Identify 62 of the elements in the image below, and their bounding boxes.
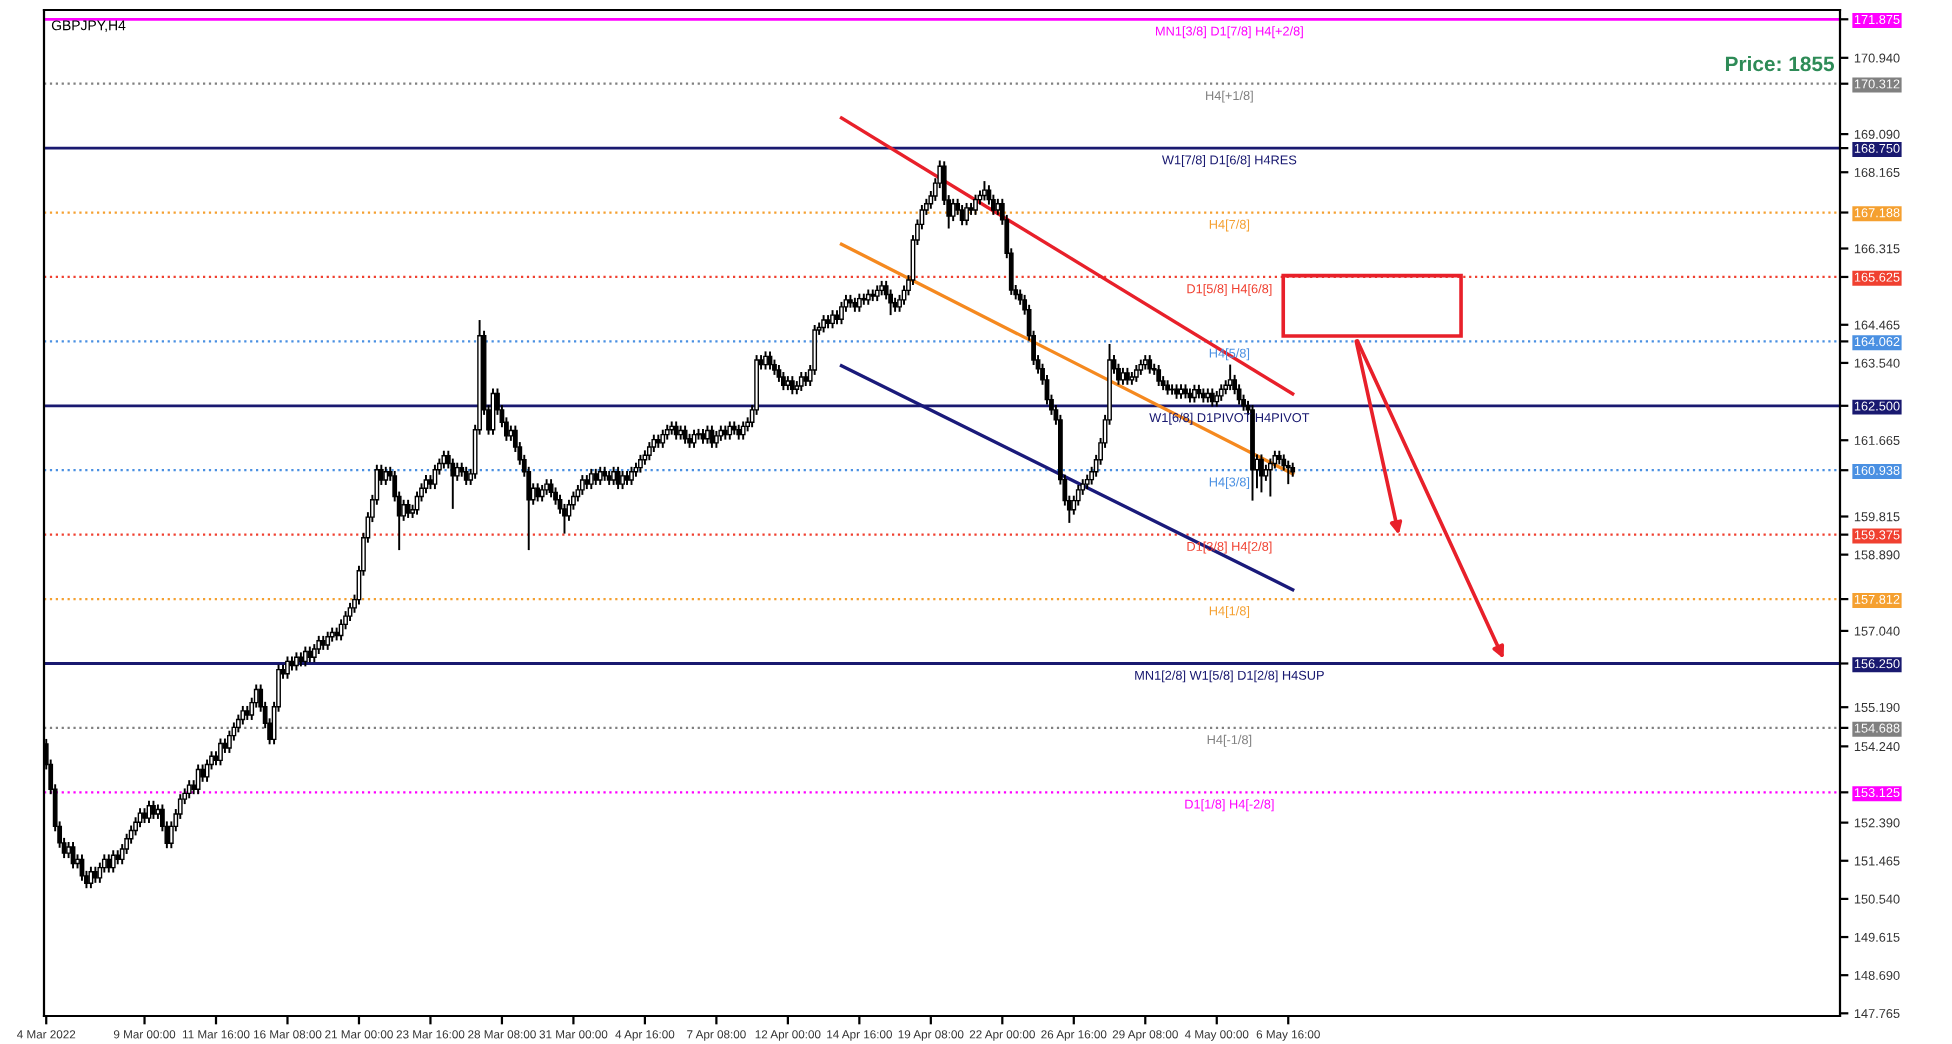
candlestick [1267, 457, 1273, 498]
candlestick [660, 428, 666, 449]
candlestick [227, 729, 232, 754]
annotation: Price: 1855 [1725, 55, 1835, 72]
candlestick [562, 502, 567, 535]
candlestick [311, 643, 317, 664]
candlestick [106, 853, 112, 874]
candlestick [691, 428, 697, 449]
candlestick [740, 420, 746, 441]
candlestick [195, 763, 201, 796]
candlestick [186, 779, 192, 800]
candlestick [1227, 363, 1233, 392]
candlestick [646, 441, 652, 462]
candlestick [151, 799, 156, 820]
candlestick [830, 309, 835, 330]
candlestick [240, 704, 246, 726]
candlestick [218, 737, 223, 767]
candlestick [110, 849, 116, 874]
candlestick [133, 816, 138, 837]
candlestick [1156, 364, 1162, 387]
candlestick [950, 197, 956, 223]
candlestick [535, 482, 541, 503]
candlestick [347, 601, 353, 622]
candlestick [597, 465, 603, 486]
candlestick [1285, 459, 1291, 486]
candlestick [763, 350, 768, 371]
candlestick [781, 371, 786, 392]
candlestick [629, 465, 634, 486]
candlestick [982, 180, 987, 202]
candlestick [316, 634, 322, 655]
candlestick [294, 651, 299, 672]
candlestick [450, 457, 456, 510]
candlestick [97, 861, 103, 884]
candlestick [888, 288, 894, 317]
candlestick [798, 371, 804, 392]
candlestick [405, 498, 411, 519]
candlestick [1075, 483, 1081, 507]
candlestick [588, 467, 594, 491]
candlestick [1147, 354, 1153, 375]
candlestick [579, 474, 585, 496]
candlestick [682, 424, 688, 445]
candlestick [285, 655, 290, 680]
candlestick [463, 465, 469, 486]
candlestick [383, 465, 389, 486]
candlestick [1116, 362, 1121, 386]
candlestick [1259, 453, 1264, 494]
candlestick [839, 300, 844, 326]
candlestick [964, 201, 969, 227]
candlestick [620, 469, 625, 491]
candlestick [548, 478, 554, 499]
candlestick [990, 193, 996, 216]
candlestick [856, 292, 862, 313]
candlestick [727, 420, 733, 441]
candlestick [325, 630, 331, 651]
candlestick [611, 465, 617, 486]
candlestick [302, 645, 308, 668]
candlestick [789, 375, 795, 396]
candlestick [137, 807, 143, 829]
candlestick [973, 193, 978, 216]
candlestick [423, 474, 429, 495]
candlestick [673, 420, 679, 441]
candlestick [705, 424, 710, 445]
